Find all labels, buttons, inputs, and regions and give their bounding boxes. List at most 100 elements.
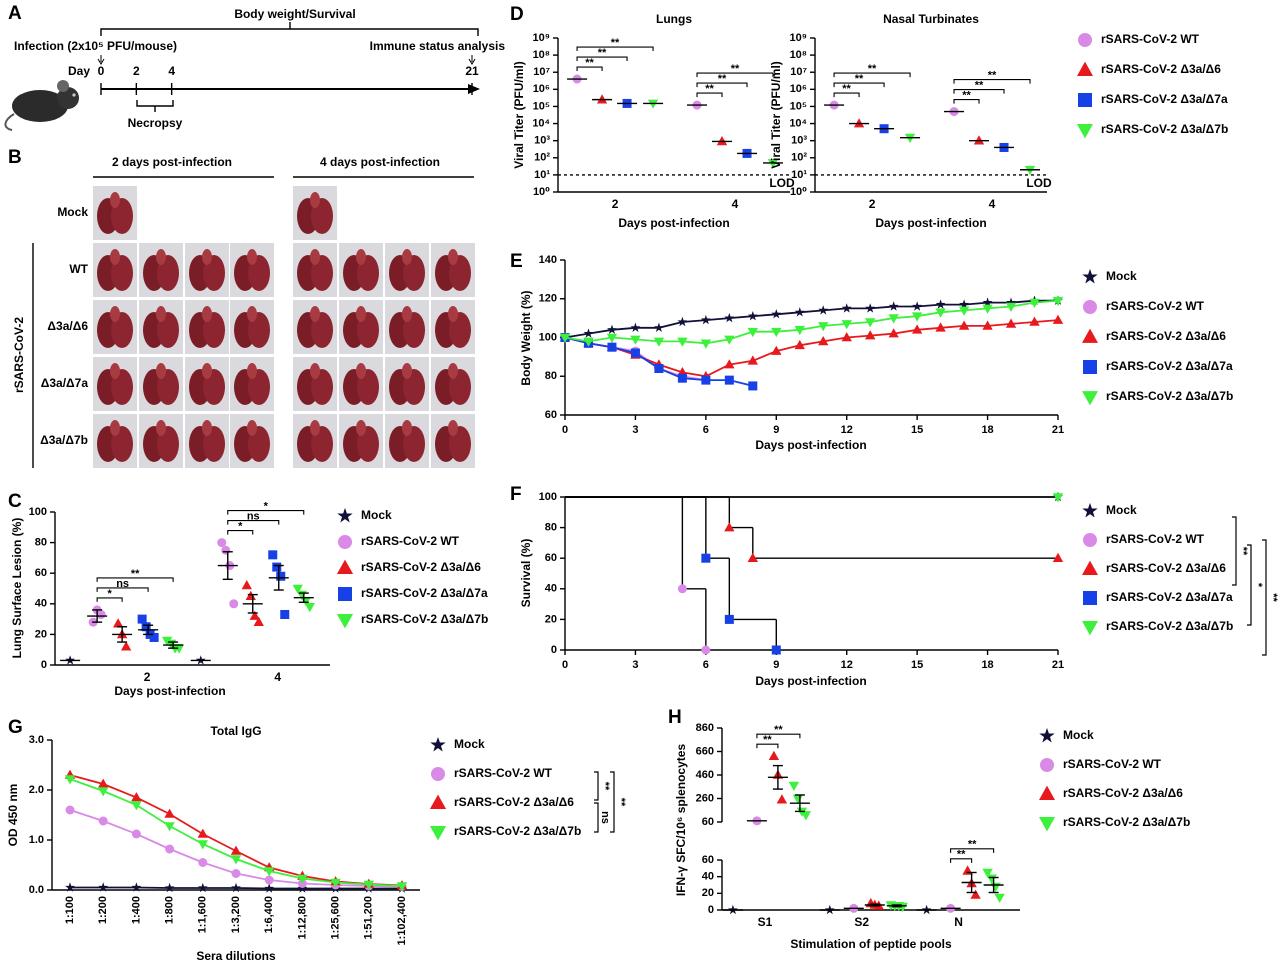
data-point	[164, 822, 175, 832]
significance-label: **	[598, 47, 607, 59]
data-point	[935, 299, 946, 309]
significance-bracket	[576, 56, 628, 62]
y-tick-label: 40	[702, 871, 714, 883]
data-point	[98, 778, 109, 788]
data-point	[65, 805, 75, 815]
significance-label: **	[615, 798, 627, 807]
data-point	[249, 610, 260, 620]
legend-label: rSARS-CoV-2 WT	[1106, 532, 1205, 546]
y-tick-label: 20	[702, 887, 714, 899]
infection-label: Infection (2x10⁵ PFU/mouse)	[14, 39, 177, 53]
y-tick-label: 10³	[791, 135, 807, 147]
y-tick-label: 100	[539, 331, 557, 343]
y-axis-title: Viral Titer (PFU/ml)	[769, 61, 783, 169]
row-label: Δ3a/Δ7b	[40, 433, 88, 447]
data-point	[888, 301, 899, 311]
x-tick-label: 1:200	[97, 896, 109, 924]
legend-marker	[1083, 591, 1097, 605]
lung-heart	[310, 192, 320, 208]
legend-marker	[1082, 621, 1098, 636]
x-tick-label: 9	[773, 659, 779, 671]
timeline-day: 21	[465, 64, 479, 78]
legend-label: rSARS-CoV-2 Δ3a/Δ7b	[361, 612, 488, 626]
y-tick-label: 10²	[791, 152, 807, 164]
legend-marker	[1077, 124, 1093, 139]
y-tick-label: 10⁰	[790, 186, 807, 198]
lung-heart	[156, 306, 166, 322]
data-point	[982, 304, 993, 314]
x-tick-label: 1:800	[164, 896, 176, 924]
y-axis-title: OD 450 nm	[6, 784, 20, 847]
data-point	[198, 858, 208, 867]
timeline-markers	[97, 55, 476, 65]
x-tick-label: 1:3,200	[230, 896, 242, 933]
legend-label: Mock	[1106, 503, 1137, 517]
significance-bracket	[756, 733, 801, 739]
data-point	[264, 875, 274, 885]
data-point	[654, 322, 664, 332]
data-point	[98, 787, 109, 797]
x-tick-label: 1:102,400	[396, 896, 408, 946]
legend-marker	[1039, 817, 1055, 832]
data-point	[982, 297, 993, 307]
lung-heart	[402, 306, 412, 322]
data-point	[958, 306, 970, 316]
data-point	[701, 645, 711, 655]
panel-label: D	[510, 4, 524, 25]
y-tick-label: 60	[545, 552, 557, 564]
x-tick-label: 2	[612, 197, 619, 211]
row-label: Δ3a/Δ6	[47, 319, 88, 333]
data-point	[217, 538, 227, 548]
significance-bracket	[576, 46, 654, 52]
significance-label: **	[705, 83, 714, 95]
data-point	[230, 855, 242, 865]
data-point	[982, 320, 993, 330]
data-point	[229, 599, 239, 609]
significance-bracket	[953, 99, 980, 104]
timeline-day: 0	[98, 64, 105, 78]
data-point	[841, 332, 852, 342]
legend-label: rSARS-CoV-2 Δ3a/Δ7b	[1063, 815, 1190, 829]
significance-label: **	[842, 83, 851, 95]
significance-bracket	[833, 72, 911, 78]
data-point	[253, 616, 264, 626]
data-point	[653, 337, 665, 347]
y-tick-label: 20	[35, 628, 47, 640]
data-point	[64, 775, 76, 785]
y-tick-label: 660	[696, 745, 714, 757]
data-point	[800, 811, 812, 821]
analysis-label: Immune status analysis	[370, 39, 506, 53]
data-point	[630, 348, 640, 358]
lung-heart	[247, 363, 257, 379]
timeline-bracket	[100, 22, 479, 36]
data-point	[1052, 296, 1064, 307]
data-point	[888, 328, 899, 338]
data-point	[776, 794, 788, 804]
x-tick-label: 0	[562, 424, 568, 436]
data-point	[197, 882, 208, 893]
data-point	[771, 309, 782, 319]
data-point	[165, 844, 175, 854]
lung-heart	[110, 363, 120, 379]
data-point	[606, 333, 618, 343]
significance-bracket	[594, 771, 599, 801]
legend-label: rSARS-CoV-2 WT	[1106, 299, 1205, 313]
y-tick-label: 10⁶	[533, 83, 550, 95]
legend-marker	[1083, 300, 1097, 314]
data-point	[268, 550, 278, 560]
y-tick-label: 10²	[534, 152, 550, 164]
legend-marker	[431, 767, 445, 781]
data-point	[794, 339, 805, 350]
data-point	[771, 345, 782, 355]
significance-bracket	[1247, 544, 1252, 626]
data-point	[958, 320, 970, 330]
significance-label: *	[264, 501, 269, 513]
x-axis-title: Days post-infection	[755, 438, 866, 452]
data-point	[280, 610, 290, 620]
data-point	[230, 845, 242, 855]
y-tick-label: 10⁹	[533, 32, 550, 44]
data-point	[1024, 165, 1036, 176]
subplot-title: Lungs	[656, 12, 692, 26]
significance-bracket	[833, 82, 885, 88]
data-point	[935, 322, 946, 332]
